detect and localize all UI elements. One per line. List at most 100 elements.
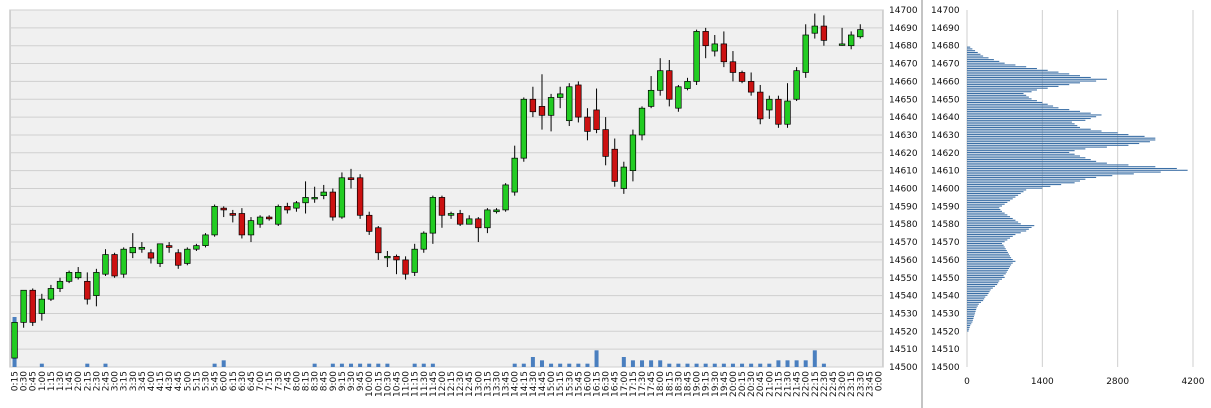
candle-up (557, 93, 564, 98)
candle-down (438, 197, 446, 216)
volume-bar (103, 363, 108, 367)
profile-bar (967, 216, 1011, 218)
time-tick-label: 21:45 (793, 371, 803, 397)
time-tick-label: 12:45 (465, 371, 475, 397)
profile-bar (967, 312, 976, 314)
volume-profile-panel: 14500 14510 14520 14530 14540 14550 14560 14570… (931, 6, 1205, 387)
profile-bar (967, 212, 1005, 214)
profile-bar (967, 151, 1070, 153)
profile-bar (967, 60, 1000, 62)
time-tick-label: 7:45 (283, 371, 293, 391)
profile-price-label: 14660 (931, 77, 960, 87)
volume-bar (767, 363, 772, 367)
price-tick-label: 14540 (889, 292, 918, 302)
volume-bar (330, 363, 335, 367)
profile-price-label: 14630 (931, 131, 960, 141)
price-tick-label: 14700 (889, 6, 918, 16)
profile-bar (967, 62, 1005, 64)
time-tick-label: 23:15 (847, 371, 857, 397)
volume-bar (539, 360, 544, 367)
profile-bar (967, 53, 981, 55)
volume-bar (730, 363, 735, 367)
profile-bar (967, 176, 1097, 178)
candle-down (593, 109, 600, 130)
time-tick-label: 20:15 (738, 371, 748, 397)
profile-bar (967, 275, 1004, 277)
volume-bar (812, 350, 817, 367)
volume-bar (85, 363, 90, 367)
candle-down (611, 148, 618, 182)
volume-tick-label: 0 (964, 377, 970, 387)
profile-bar (967, 146, 1107, 148)
price-tick-label: 14670 (889, 60, 918, 70)
candle-down (820, 25, 828, 41)
volume-bar (640, 360, 645, 367)
candle-down (347, 177, 355, 180)
profile-price-label: 14580 (931, 220, 960, 230)
candle-down (165, 245, 173, 248)
time-tick-label: 11:45 (429, 371, 439, 397)
profile-bar (967, 298, 985, 300)
profile-bar (967, 126, 1080, 128)
profile-bar (967, 232, 1021, 234)
profile-bar (967, 116, 1097, 118)
volume-bar (549, 363, 554, 367)
volume-bar (694, 363, 699, 367)
candle-down (402, 259, 409, 275)
profile-bar (967, 119, 1086, 121)
candle-down (456, 213, 464, 225)
candle-down (720, 43, 728, 63)
volume-bar (649, 360, 654, 367)
price-tick-label: 14620 (889, 149, 918, 159)
profile-bar (967, 200, 1011, 202)
time-tick-label: 19:00 (693, 371, 703, 397)
price-tick-label: 14690 (889, 24, 918, 34)
volume-bar (776, 360, 781, 367)
profile-bar (967, 282, 999, 284)
candle-down (366, 214, 373, 232)
volume-bar (39, 363, 44, 367)
profile-bar (967, 266, 1011, 268)
profile-bar (967, 84, 1070, 86)
price-tick-label: 14630 (889, 131, 918, 141)
profile-price-label: 14600 (931, 185, 960, 195)
profile-bar (967, 219, 1016, 221)
volume-bar (667, 363, 672, 367)
profile-bar (967, 241, 1005, 243)
profile-bar (967, 328, 970, 330)
profile-bar (967, 162, 1107, 164)
candle-down (575, 84, 582, 118)
candle-down (393, 255, 400, 261)
candle-down (238, 213, 246, 236)
time-tick-label: 17:15 (629, 371, 639, 397)
candle-up (56, 280, 64, 289)
profile-bar (967, 166, 1156, 168)
time-tick-label: 22:45 (829, 371, 839, 397)
candle-down (475, 218, 482, 229)
candle-up (311, 197, 318, 200)
time-tick-label: 8:30 (311, 371, 321, 391)
candle-up (711, 43, 718, 52)
candle-up (384, 255, 391, 259)
candle-up (784, 100, 791, 125)
profile-price-labels: 14500 14510 14520 14530 14540 14550 14560 14570… (931, 6, 960, 373)
profile-bar (967, 203, 1005, 205)
time-tick-label: 0:30 (20, 371, 30, 391)
profile-bar (967, 105, 1054, 107)
time-tick-label: 4:30 (165, 371, 175, 391)
profile-bar (967, 205, 1002, 207)
candle-down (775, 98, 782, 125)
time-tick-label: 21:15 (774, 371, 784, 397)
time-tick-label: 17:00 (620, 371, 630, 397)
profile-bar (967, 262, 1013, 264)
volume-bar (430, 363, 435, 367)
time-tick-label: 17:45 (647, 371, 657, 397)
time-tick-label: 3:45 (138, 371, 148, 391)
profile-bar (967, 307, 977, 309)
candle-up (629, 134, 637, 171)
volume-bar (576, 363, 581, 367)
volume-bar (312, 363, 317, 367)
profile-bar (967, 123, 1075, 125)
candle-up (120, 248, 127, 275)
